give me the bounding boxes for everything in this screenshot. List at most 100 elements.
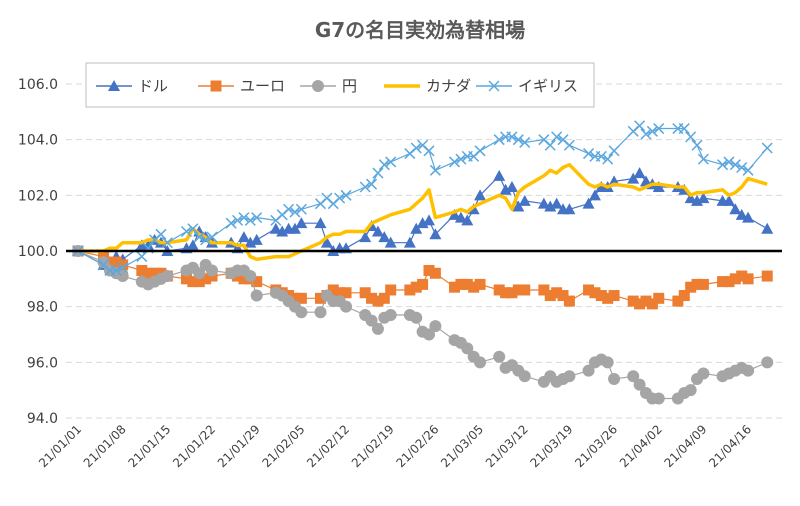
data-point	[372, 167, 384, 179]
series-line	[78, 162, 768, 262]
data-point	[723, 156, 735, 168]
data-point	[672, 295, 684, 307]
data-point	[378, 231, 391, 243]
data-point	[602, 153, 614, 165]
y-tick-label: 100.0	[18, 244, 58, 260]
data-point	[416, 217, 429, 229]
data-point	[684, 192, 697, 204]
data-point	[717, 276, 729, 288]
data-point	[602, 292, 614, 304]
data-point	[238, 212, 250, 224]
data-point	[250, 289, 263, 302]
data-point	[206, 231, 218, 243]
legend-item: ユーロ	[198, 77, 285, 95]
data-point	[359, 287, 371, 299]
data-point	[366, 292, 378, 304]
data-point	[244, 236, 257, 248]
data-point	[180, 273, 192, 285]
data-point	[646, 125, 658, 137]
data-point	[423, 145, 435, 157]
data-point	[320, 236, 333, 248]
data-point	[742, 273, 754, 285]
data-point	[289, 206, 301, 218]
data-point	[455, 153, 467, 165]
data-point	[519, 284, 531, 296]
data-point	[678, 123, 690, 135]
data-point	[340, 287, 352, 299]
data-point	[461, 342, 474, 355]
data-point	[697, 278, 709, 290]
data-point	[691, 139, 703, 151]
data-point	[193, 231, 205, 243]
series-layer	[66, 120, 782, 405]
data-point	[563, 370, 576, 383]
legend-box	[85, 62, 595, 108]
legend-label: カナダ	[426, 77, 471, 95]
data-point	[423, 214, 435, 226]
data-point	[595, 150, 607, 162]
data-point	[193, 276, 205, 288]
data-point	[474, 356, 487, 369]
data-point	[583, 148, 595, 160]
data-point	[634, 298, 646, 310]
data-point	[371, 225, 384, 237]
data-point	[269, 222, 282, 234]
data-point	[403, 236, 416, 248]
data-point	[691, 194, 704, 206]
data-point	[327, 284, 339, 296]
data-point	[110, 264, 122, 277]
data-point	[583, 284, 595, 296]
data-point	[506, 131, 518, 143]
data-point	[588, 189, 601, 201]
x-tick-label: 21/01/15	[125, 422, 173, 470]
data-point	[359, 181, 371, 193]
y-tick-label: 104.0	[18, 133, 58, 149]
data-point	[385, 284, 397, 296]
data-point	[315, 292, 327, 304]
x-tick-label: 21/01/29	[215, 422, 263, 470]
x-tick-label: 21/04/09	[662, 422, 710, 470]
data-point	[652, 180, 665, 192]
data-point	[518, 370, 531, 383]
data-point	[544, 200, 557, 212]
legend-label: イギリス	[518, 77, 578, 95]
data-point	[735, 208, 748, 220]
data-point	[417, 278, 429, 290]
data-point	[289, 292, 301, 304]
data-point	[155, 228, 167, 240]
data-point	[423, 328, 435, 341]
data-point	[742, 211, 755, 223]
data-point	[161, 270, 174, 283]
x-tick-label: 21/01/22	[170, 422, 218, 470]
data-point	[652, 392, 665, 405]
data-point	[449, 281, 461, 293]
data-point	[334, 287, 346, 299]
data-point	[506, 287, 518, 299]
chart-title: G7の名目実効為替相場	[315, 18, 525, 42]
legend-item: ドル	[96, 77, 168, 95]
x-tick-label: 21/03/19	[528, 422, 576, 470]
legend-item: イギリス	[476, 77, 578, 95]
data-point	[640, 295, 652, 307]
y-tick-label: 106.0	[18, 77, 58, 93]
data-point	[563, 203, 576, 215]
data-point	[646, 298, 658, 310]
data-point	[429, 164, 441, 176]
data-point	[500, 287, 512, 299]
data-point	[551, 287, 563, 299]
data-point	[723, 276, 735, 288]
data-point	[518, 194, 531, 206]
data-point	[314, 306, 327, 319]
x-tick-label: 21/03/05	[438, 422, 486, 470]
data-point	[685, 131, 697, 143]
x-axis: 21/01/0121/01/0821/01/1521/01/2221/01/29…	[36, 422, 754, 470]
data-point	[729, 203, 742, 215]
data-point	[512, 134, 524, 146]
data-point	[161, 237, 173, 249]
data-point	[684, 384, 697, 397]
data-point	[238, 273, 250, 285]
data-point	[550, 197, 563, 209]
data-point	[288, 222, 301, 234]
data-point	[384, 309, 397, 322]
